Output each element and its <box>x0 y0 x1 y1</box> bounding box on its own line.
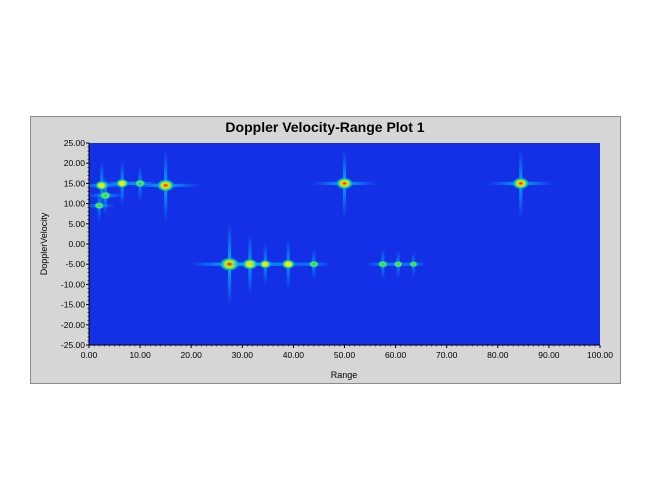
heatmap-point <box>487 149 554 218</box>
chart-title: Doppler Velocity-Range Plot 1 <box>225 119 425 135</box>
y-tick-label: -25.00 <box>61 340 85 350</box>
y-tick-label: 5.00 <box>68 219 85 229</box>
heatmap-point <box>89 176 125 215</box>
x-tick-label: 30.00 <box>232 350 254 360</box>
y-axis-label: DopplerVelocity <box>39 212 49 275</box>
heatmap-point <box>89 190 116 222</box>
heatmap-point <box>263 239 313 290</box>
x-tick-label: 90.00 <box>538 350 560 360</box>
x-tick-label: 100.00 <box>587 350 613 360</box>
x-tick-label: 70.00 <box>436 350 458 360</box>
x-tick-label: 20.00 <box>181 350 203 360</box>
x-tick-label: 0.00 <box>81 350 98 360</box>
y-tick-label: -20.00 <box>61 320 85 330</box>
heatmap-point <box>311 149 378 218</box>
x-tick-label: 40.00 <box>283 350 305 360</box>
heatmap-point <box>297 248 331 280</box>
y-tick-label: -15.00 <box>61 300 85 310</box>
y-tick-label: -10.00 <box>61 279 85 289</box>
y-tick-label: 0.00 <box>68 239 85 249</box>
x-tick-label: 50.00 <box>334 350 356 360</box>
y-tick-label: 10.00 <box>64 199 86 209</box>
heatmap-marks <box>89 149 554 307</box>
x-tick-label: 60.00 <box>385 350 407 360</box>
y-tick-label: -5.00 <box>66 259 86 269</box>
heatmap-point <box>400 252 427 276</box>
x-tick-label: 80.00 <box>487 350 509 360</box>
y-tick-label: 20.00 <box>64 158 86 168</box>
axes: 0.00 10.00 20.00 30.00 40.00 50.00 60.00 70.00 8… <box>61 138 613 360</box>
y-tick-label: 25.00 <box>64 138 86 148</box>
heatmap-point <box>130 149 201 222</box>
x-tick-label: 10.00 <box>129 350 151 360</box>
heatmap-point <box>383 250 413 278</box>
x-axis-label: Range <box>331 370 358 380</box>
y-tick-label: 15.00 <box>64 178 86 188</box>
